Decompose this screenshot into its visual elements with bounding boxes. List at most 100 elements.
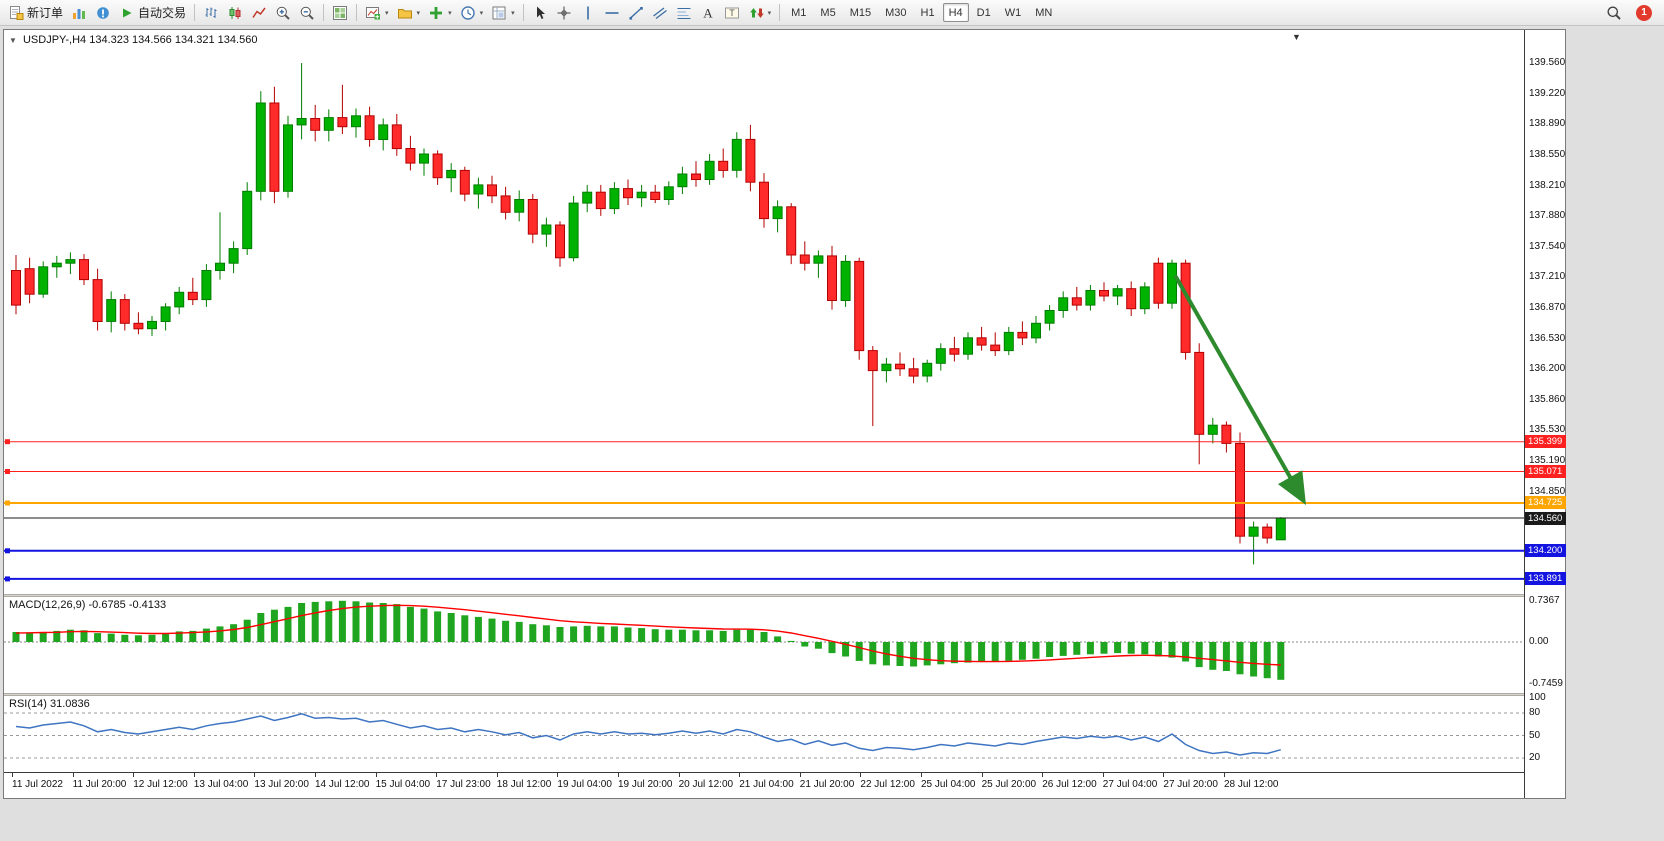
time-axis-label: 13 Jul 04:00 (193, 779, 249, 790)
time-axis-label: 27 Jul 20:00 (1163, 779, 1218, 790)
axis-label: 135.530 (1529, 423, 1566, 435)
timeframe-d1-button[interactable]: D1 (976, 6, 991, 19)
label-button[interactable]: T (720, 3, 744, 23)
channel-icon (652, 5, 668, 21)
time-axis-tick (436, 773, 438, 777)
candles-chart-button[interactable] (223, 3, 247, 23)
templates-button[interactable]: ▾ (487, 3, 519, 23)
price-axis[interactable]: 139.560 139.220 138.890 138.550 138.210 137.8… (1524, 30, 1566, 798)
hline-icon (604, 5, 620, 21)
zoom-in-icon (275, 5, 291, 21)
timeframe-m5-button[interactable]: M5 (820, 6, 836, 19)
crosshair-button[interactable] (552, 3, 576, 23)
pane-divider[interactable] (4, 693, 1565, 696)
time-axis-tick (12, 773, 13, 777)
time-axis[interactable]: 11 Jul 2022 11 Jul 20:00 12 Jul 12:00 13 Ju… (4, 772, 1565, 798)
time-axis-label: 11 Jul 20:00 (72, 779, 127, 790)
rsi-indicator-label: RSI(14) 31.0836 (9, 698, 90, 710)
horizontal-line-134.725[interactable] (4, 500, 1524, 506)
macd-indicator-canvas[interactable] (4, 597, 1524, 693)
trendline-icon (628, 5, 644, 21)
axis-label: 136.200 (1529, 362, 1566, 374)
cursor-button[interactable] (528, 3, 552, 23)
timeframe-h1-button[interactable]: H1 (920, 6, 935, 19)
arrows-icon (748, 5, 764, 21)
chevron-down-icon: ▾ (416, 9, 421, 17)
time-axis-label: 13 Jul 20:00 (254, 779, 309, 790)
timeframe-m1-button[interactable]: M1 (791, 6, 807, 19)
periods-button[interactable]: ▾ (456, 3, 488, 23)
time-axis-label: 25 Jul 04:00 (921, 779, 976, 790)
horizontal-line-button[interactable] (600, 3, 624, 23)
time-axis-label: 20 Jul 12:00 (678, 779, 734, 790)
timeframe-mn-button[interactable]: MN (1035, 6, 1053, 19)
main-chart-canvas[interactable] (4, 30, 1524, 594)
axis-label: 139.220 (1529, 87, 1566, 99)
rsi-name: RSI(14) (9, 698, 47, 710)
autotrading-button[interactable]: 自动交易 (115, 3, 190, 23)
time-axis-label: 17 Jul 23:00 (436, 779, 491, 790)
tile-windows-button[interactable] (328, 3, 352, 23)
linechart-icon (251, 5, 267, 21)
trendline-button[interactable] (624, 3, 648, 23)
price-level-badge: 135.399 (1525, 435, 1566, 449)
charts-icon (71, 5, 87, 21)
vertical-line-button[interactable] (576, 3, 600, 23)
rsi-line (15, 713, 1282, 756)
time-axis-tick (1163, 773, 1165, 777)
horizontal-line-134.200[interactable] (4, 548, 1524, 554)
zoom-in-button[interactable] (271, 3, 295, 23)
pane-divider[interactable] (4, 594, 1565, 597)
fibonacci-button[interactable] (672, 3, 696, 23)
ohlc-values: 134.323 134.566 134.321 134.560 (89, 34, 258, 46)
horizontal-line-135.071[interactable] (4, 469, 1524, 474)
chart-window: 11 Jul 2022 11 Jul 20:00 12 Jul 12:00 13 Ju… (3, 29, 1566, 799)
time-axis-label: 11 Jul 2022 (12, 779, 63, 790)
add-indicator-button[interactable]: ▾ (424, 3, 456, 23)
new-order-button[interactable]: 新订单 (4, 3, 67, 23)
channel-button[interactable] (648, 3, 672, 23)
trend-arrow-annotation[interactable] (1174, 275, 1306, 505)
timeframe-m15-button[interactable]: M15 (849, 6, 872, 19)
time-axis-tick (981, 773, 983, 777)
svg-text:A: A (703, 5, 713, 20)
symbol-period-label: USDJPY-,H4 (22, 34, 87, 46)
quotes-button[interactable] (91, 3, 115, 23)
charts-button[interactable] (67, 3, 91, 23)
axis-label: 137.880 (1529, 209, 1566, 221)
chevron-down-icon: ▾ (511, 9, 515, 17)
axis-label: 138.210 (1529, 179, 1566, 191)
search-icon (1606, 5, 1622, 21)
macd-name: MACD(12,26,9) (9, 599, 86, 611)
rsi-indicator-canvas[interactable] (4, 696, 1524, 772)
search-button[interactable] (1602, 3, 1626, 23)
toolbar-separator (194, 4, 196, 21)
timeframe-m30-button[interactable]: M30 (885, 6, 907, 19)
profiles-icon (397, 5, 413, 21)
profiles-button[interactable]: ▾ (393, 3, 425, 23)
timeframe-h4-button[interactable]: H4 (942, 3, 969, 22)
horizontal-line-135.399[interactable] (4, 439, 1524, 445)
candles-icon (227, 5, 243, 21)
bars-chart-button[interactable] (199, 3, 223, 23)
line-chart-button[interactable] (247, 3, 271, 23)
new-chart-button[interactable]: ▾ (361, 3, 393, 23)
time-axis-label: 22 Jul 12:00 (860, 779, 915, 790)
chevron-down-icon: ▾ (448, 9, 452, 17)
time-axis-tick (799, 773, 801, 777)
time-axis-label: 15 Jul 04:00 (375, 779, 431, 790)
period-icon (460, 5, 476, 21)
timeframe-w1-button[interactable]: W1 (1004, 6, 1022, 19)
chevron-down-icon: ▾ (767, 9, 772, 17)
horizontal-line-133.891[interactable] (4, 576, 1524, 582)
rsi-value: 31.0836 (49, 698, 90, 710)
macd-signal-line (15, 604, 1281, 666)
zoom-out-button[interactable] (295, 3, 319, 23)
axis-label: 134.850 (1529, 485, 1566, 497)
arrows-button[interactable]: ▾ (744, 3, 776, 23)
chart-shift-marker[interactable]: ▼ (1292, 32, 1301, 42)
notification-badge[interactable]: 1 (1636, 4, 1652, 21)
label-icon: T (724, 5, 740, 21)
text-button[interactable]: A (696, 3, 720, 23)
